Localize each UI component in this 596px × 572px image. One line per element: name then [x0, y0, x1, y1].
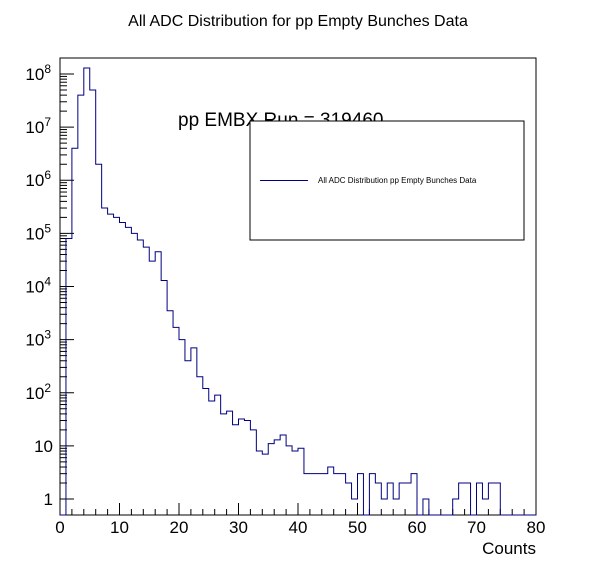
- histogram-bin: [96, 164, 102, 515]
- histogram-bin: [90, 90, 96, 515]
- y-tick-label: 107: [25, 115, 51, 137]
- histogram-bin: [423, 499, 429, 515]
- histogram-bin: [155, 252, 161, 515]
- histogram-bin: [233, 425, 239, 515]
- histogram-bin: [203, 389, 209, 515]
- histogram-bin: [167, 311, 173, 515]
- histogram-bin: [286, 446, 292, 515]
- histogram-bin: [399, 483, 405, 515]
- x-axis-label: Counts: [482, 539, 536, 558]
- histogram-bin: [274, 440, 280, 515]
- y-tick-label: 1: [44, 490, 53, 509]
- histogram-bin: [328, 467, 334, 515]
- histogram-bin: [221, 414, 227, 515]
- histogram-bin: [108, 214, 114, 515]
- histogram-bin: [244, 421, 250, 515]
- x-axis: 0 10 20 30 40 50 60 70 80: [55, 503, 545, 537]
- histogram-bin: [322, 474, 328, 515]
- histogram-bin: [352, 499, 358, 515]
- y-tick-label: 103: [25, 328, 51, 350]
- histogram-bin: [215, 395, 221, 515]
- y-tick-label: 10: [34, 437, 53, 456]
- histogram-bin: [72, 148, 78, 515]
- histogram-bin: [239, 419, 245, 515]
- legend-entry: All ADC Distribution pp Empty Bunches Da…: [318, 176, 477, 185]
- histogram-bin: [375, 483, 381, 515]
- histogram-bin: [250, 430, 256, 515]
- histogram-series: [60, 67, 536, 516]
- histogram-bin: [66, 239, 72, 515]
- histogram-bin: [494, 483, 500, 515]
- y-axis: 1 10 102 103 104 105 106 107 108: [25, 57, 74, 509]
- x-tick-label: 30: [229, 518, 248, 537]
- x-tick-label: 40: [289, 518, 308, 537]
- histogram-bin: [256, 451, 262, 515]
- histogram-bin: [298, 448, 304, 515]
- chart-title: All ADC Distribution for pp Empty Bunche…: [128, 13, 468, 30]
- x-tick-label: 20: [170, 518, 189, 537]
- histogram-bin: [268, 444, 274, 515]
- histogram-bin: [149, 261, 155, 515]
- x-tick-label: 10: [110, 518, 129, 537]
- histogram-bin: [209, 401, 215, 515]
- y-tick-label: 104: [25, 275, 51, 297]
- histogram-bin: [482, 499, 488, 515]
- histogram-bin: [381, 499, 387, 515]
- histogram-bin: [137, 240, 143, 515]
- y-tick-label: 108: [25, 62, 51, 84]
- histogram-bin: [185, 361, 191, 515]
- histogram-bin: [84, 68, 90, 515]
- histogram-bin: [369, 474, 375, 515]
- histogram-outline: [60, 67, 536, 516]
- histogram-bin: [143, 247, 149, 515]
- histogram-bin: [488, 483, 494, 515]
- histogram-bin: [334, 474, 340, 515]
- histogram-bin: [191, 348, 197, 515]
- histogram-bin: [316, 474, 322, 515]
- legend: All ADC Distribution pp Empty Bunches Da…: [249, 120, 525, 241]
- histogram-bin: [161, 280, 167, 515]
- histogram-bin: [120, 223, 126, 515]
- y-tick-label: 106: [25, 168, 51, 190]
- histogram-bin: [340, 474, 346, 515]
- x-tick-label: 0: [55, 518, 64, 537]
- x-tick-label: 60: [408, 518, 427, 537]
- y-tick-label: 102: [25, 381, 51, 403]
- histogram-bin: [114, 217, 120, 515]
- histogram-bin: [102, 208, 108, 515]
- histogram-bin: [453, 499, 459, 515]
- histogram-bin: [387, 483, 393, 515]
- x-tick-label: 50: [348, 518, 367, 537]
- histogram-bin: [393, 499, 399, 515]
- histogram-bin: [173, 327, 179, 515]
- histogram-bin: [131, 233, 137, 515]
- y-tick-label: 105: [25, 221, 51, 243]
- histogram-bin: [405, 483, 411, 515]
- histogram-bin: [310, 474, 316, 515]
- x-tick-label: 70: [467, 518, 486, 537]
- x-tick-label: 80: [527, 518, 546, 537]
- histogram-bin: [125, 227, 131, 515]
- histogram-bin: [304, 474, 310, 515]
- histogram-bin: [78, 95, 84, 515]
- histogram-bin: [477, 483, 483, 515]
- histogram-bin: [292, 451, 298, 515]
- histogram-bin: [262, 454, 268, 515]
- histogram-bin: [280, 435, 286, 515]
- histogram-bin: [227, 411, 233, 515]
- histogram-bin: [465, 483, 471, 515]
- histogram-bin: [197, 377, 203, 515]
- histogram-bin: [459, 483, 465, 515]
- histogram-bin: [346, 483, 352, 515]
- histogram-bin: [411, 474, 417, 515]
- histogram-bin: [358, 474, 364, 515]
- histogram-bin: [179, 340, 185, 515]
